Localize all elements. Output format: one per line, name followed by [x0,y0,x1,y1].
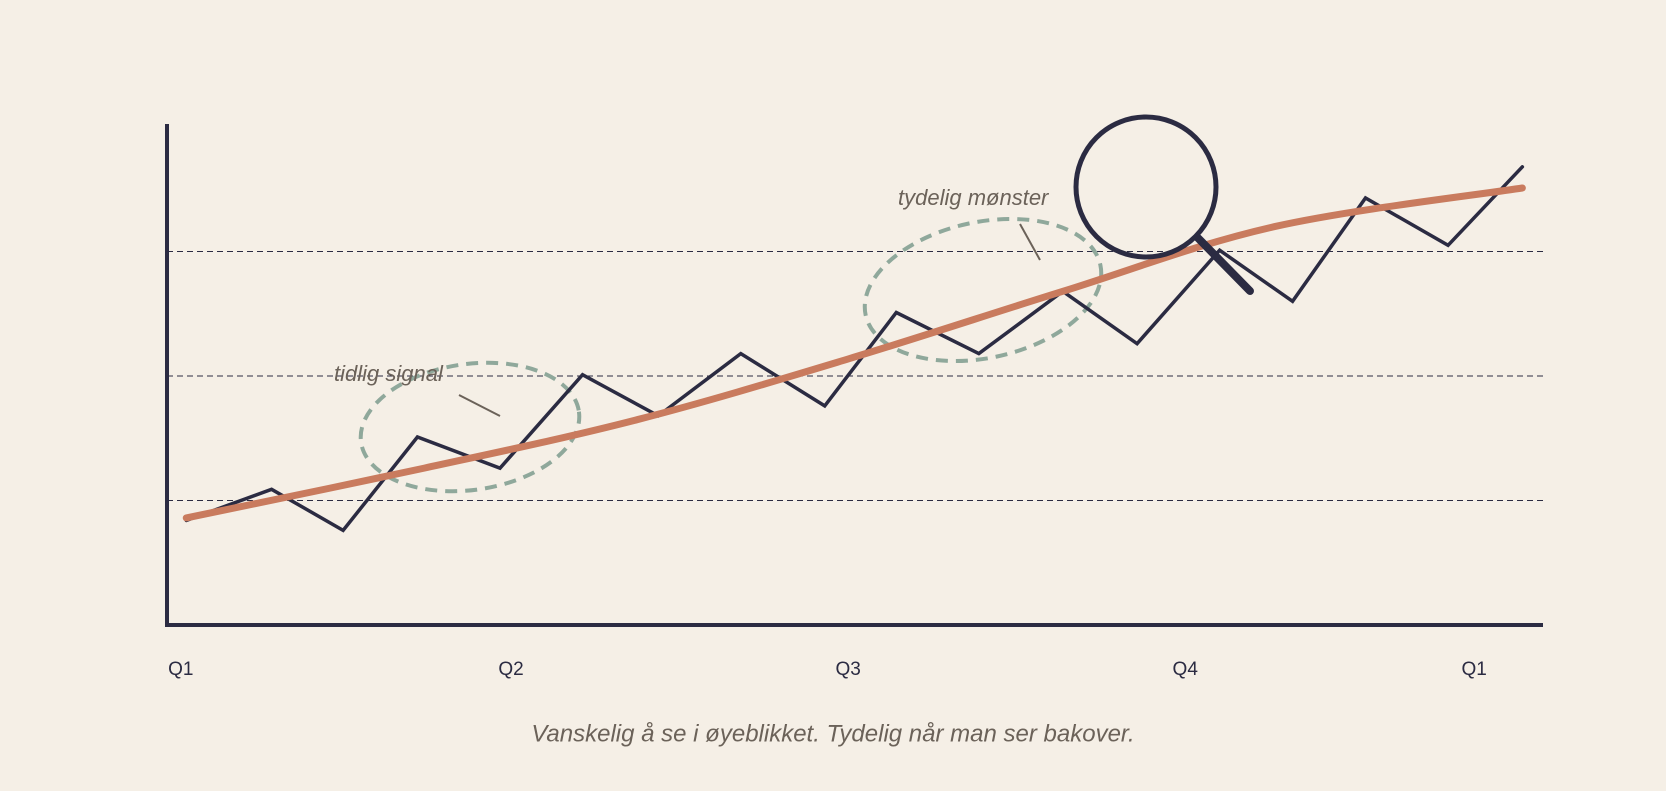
x-tick-label: Q1 [1462,659,1487,680]
caption: Vanskelig å se i øyeblikket. Tydelig når… [531,720,1134,747]
highlight-ellipse [358,360,582,494]
leader-line [1019,223,1041,261]
magnifier-handle [1194,234,1254,295]
leader-line [458,394,501,417]
x-tick-label: Q1 [168,659,193,680]
data-line [184,165,1525,533]
plot [182,165,1526,533]
x-tick-label: Q2 [498,659,523,680]
x-tick-label: Q3 [835,659,860,680]
highlight-ellipse [862,216,1104,364]
annotation: tidlig signal [334,361,444,386]
annotation: tydelig mønster [898,185,1050,210]
magnifier-lens [1073,114,1219,260]
trend-line [182,184,1526,522]
x-tick-label: Q4 [1173,659,1199,680]
